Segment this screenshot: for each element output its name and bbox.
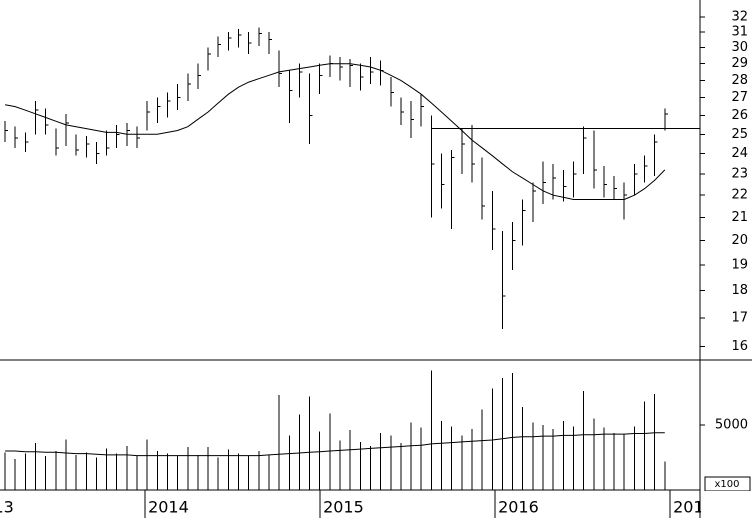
- price-moving-average: [5, 63, 666, 200]
- y-tick-label: 20: [731, 233, 748, 248]
- volume-unit: x100: [714, 479, 739, 490]
- y-tick-label: 23: [731, 166, 748, 181]
- x-tick-label: 2014: [148, 498, 189, 517]
- y-tick-label: 17: [731, 310, 748, 325]
- y-tick-label: 21: [731, 210, 748, 225]
- volume-tick-label: 5000: [715, 418, 748, 433]
- y-tick-label: 18: [731, 283, 748, 298]
- y-tick-label: 27: [731, 90, 748, 105]
- y-tick-label: 19: [731, 257, 748, 272]
- y-tick-label: 29: [731, 56, 748, 71]
- y-tick-label: 26: [731, 108, 748, 123]
- x-tick-label: 2016: [498, 498, 539, 517]
- plot-area: 20132014201520162017: [0, 27, 714, 518]
- volume-moving-average: [5, 432, 665, 457]
- x-tick-label: 2015: [323, 498, 364, 517]
- clip-cover: [701, 491, 752, 518]
- y-tick-label: 28: [731, 73, 748, 88]
- y-tick-label: 32: [731, 9, 748, 24]
- y-tick-label: 31: [731, 24, 748, 39]
- x-tick-label: 2013: [0, 498, 14, 517]
- y-tick-label: 30: [731, 40, 748, 55]
- y-tick-label: 24: [731, 146, 748, 161]
- y-tick-label: 25: [731, 127, 748, 142]
- y-tick-label: 16: [731, 339, 748, 354]
- y-tick-label: 22: [731, 188, 748, 203]
